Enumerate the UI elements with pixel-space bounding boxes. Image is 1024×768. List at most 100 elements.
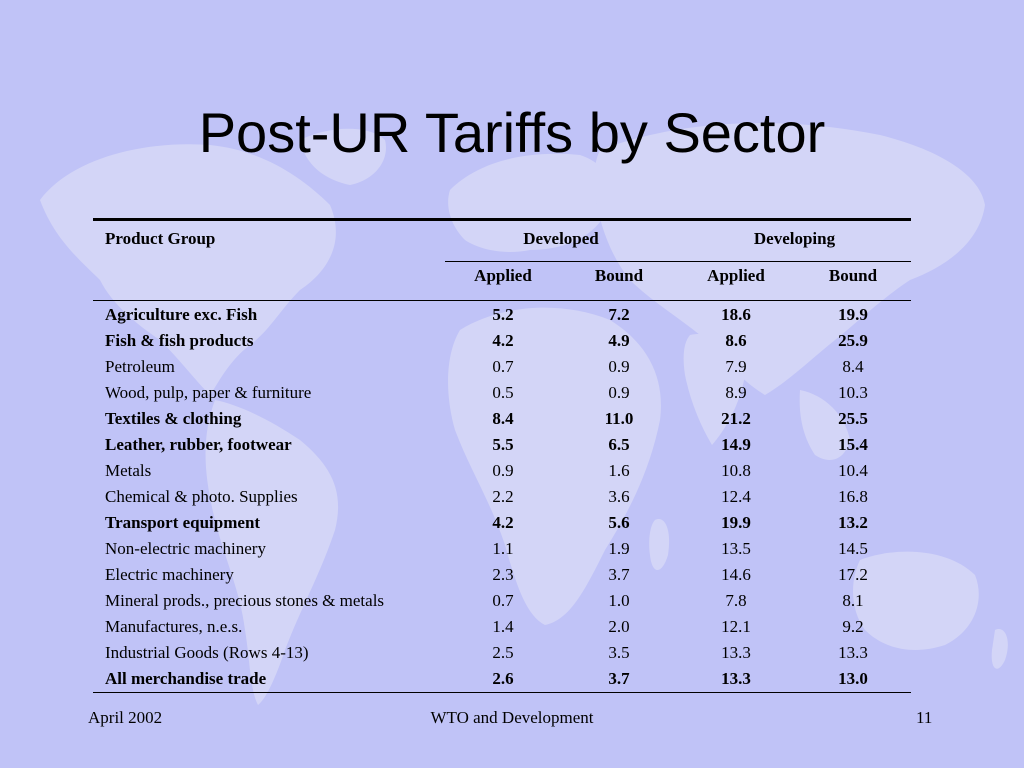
table-row: All merchandise trade 2.6 3.7 13.3 13.0 [93,666,911,692]
header-bottom-rule [93,300,911,301]
table-row: Electric machinery 2.3 3.7 14.6 17.2 [93,562,911,588]
row-developing-applied: 10.8 [721,461,751,480]
row-developed-bound: 1.9 [608,539,630,558]
row-product-name: Agriculture exc. Fish [105,305,258,324]
row-developed-applied: 2.5 [492,643,514,662]
row-developing-applied: 8.9 [725,383,747,402]
header-product-group: Product Group [105,229,216,248]
row-developing-bound: 10.3 [838,383,868,402]
table-row: Chemical & photo. Supplies 2.2 3.6 12.4 16.8 [93,484,911,510]
madagascar-shape [649,519,670,570]
row-product-name: Non-electric machinery [105,539,266,558]
table-row: Manufactures, n.e.s. 1.4 2.0 12.1 9.2 [93,614,911,640]
row-developing-bound: 10.4 [838,461,868,480]
table-bottom-rule [93,692,911,693]
row-developing-applied: 13.3 [721,643,751,662]
row-developed-bound: 3.7 [608,669,630,688]
row-developing-bound: 9.2 [842,617,864,636]
header-developed-bound: Bound [594,266,644,285]
row-developing-bound: 13.3 [838,643,868,662]
row-developed-bound: 1.6 [608,461,630,480]
row-developed-applied: 2.2 [492,487,514,506]
row-developing-applied: 13.5 [721,539,751,558]
row-product-name: Petroleum [105,357,175,376]
row-developed-applied: 2.6 [492,669,514,688]
row-developing-applied: 14.6 [721,565,751,584]
footer-date: April 2002 [88,708,163,727]
row-developing-bound: 14.5 [838,539,868,558]
header-developed-applied: Applied [474,266,532,285]
row-developing-bound: 19.9 [838,305,868,324]
row-product-name: Leather, rubber, footwear [105,435,292,454]
row-product-name: Mineral prods., precious stones & metals [105,591,385,610]
row-developing-bound: 15.4 [838,435,868,454]
table-row: Agriculture exc. Fish 5.2 7.2 18.6 19.9 [93,302,911,328]
row-developed-applied: 0.7 [492,357,514,376]
header-sub-rule [445,261,911,262]
row-developed-applied: 0.7 [492,591,514,610]
slide-title: Post-UR Tariffs by Sector [198,101,826,164]
row-developed-applied: 1.1 [492,539,514,558]
row-developing-applied: 18.6 [721,305,751,324]
row-product-name: Electric machinery [105,565,234,584]
row-developed-applied: 4.2 [492,513,514,532]
row-developing-bound: 8.1 [842,591,864,610]
row-developed-bound: 3.6 [608,487,630,506]
row-product-name: Fish & fish products [105,331,254,350]
row-product-name: Manufactures, n.e.s. [105,617,243,636]
row-developed-applied: 5.2 [492,305,514,324]
africa-shape [448,307,661,625]
row-product-name: Wood, pulp, paper & furniture [105,383,312,402]
row-developing-applied: 7.9 [725,357,747,376]
row-developed-applied: 0.9 [492,461,514,480]
row-developed-bound: 3.5 [608,643,630,662]
row-developed-applied: 1.4 [492,617,514,636]
row-developed-bound: 0.9 [608,357,630,376]
table-row: Leather, rubber, footwear 5.5 6.5 14.9 15.4 [93,432,911,458]
row-developed-bound: 6.5 [608,435,630,454]
table-row: Industrial Goods (Rows 4-13) 2.5 3.5 13.3 13… [93,640,911,666]
header-developing: Developing [753,229,836,248]
india-shape [683,334,745,445]
header-developing-applied: Applied [707,266,765,285]
table-row: Fish & fish products 4.2 4.9 8.6 25.9 [93,328,911,354]
north-america-shape [40,144,336,395]
table-top-rule [93,218,911,221]
table-body: Agriculture exc. Fish 5.2 7.2 18.6 19.9 Fish … [93,301,911,692]
row-developed-bound: 3.7 [608,565,630,584]
row-developed-applied: 0.5 [492,383,514,402]
row-developing-bound: 17.2 [838,565,868,584]
header-developing-bound: Bound [828,266,878,285]
row-developing-applied: 12.1 [721,617,751,636]
row-developing-applied: 12.4 [721,487,751,506]
table-row: Wood, pulp, paper & furniture 0.5 0.9 8.9 10… [93,380,911,406]
table-row: Petroleum 0.7 0.9 7.9 8.4 [93,354,911,380]
table-row: Metals 0.9 1.6 10.8 10.4 [93,458,911,484]
row-product-name: Textiles & clothing [105,409,242,428]
row-developing-bound: 8.4 [842,357,864,376]
row-developed-bound: 2.0 [608,617,630,636]
greenland-shape [300,128,386,185]
australia-shape [853,551,979,650]
row-developing-applied: 19.9 [721,513,751,532]
europe-shape [448,153,612,252]
row-developed-bound: 1.0 [608,591,630,610]
asia-shape [594,123,985,395]
table-row: Non-electric machinery 1.1 1.9 13.5 14.5 [93,536,911,562]
row-developing-bound: 13.0 [838,669,868,688]
row-developing-bound: 25.5 [838,409,868,428]
row-developed-applied: 5.5 [492,435,514,454]
row-developing-applied: 7.8 [725,591,747,610]
table-row: Textiles & clothing 8.4 11.0 21.2 25.5 [93,406,911,432]
row-developing-bound: 16.8 [838,487,868,506]
tariff-table: Product Group Developed Developing Appli… [93,218,911,693]
row-product-name: All merchandise trade [105,669,267,688]
row-developed-applied: 4.2 [492,331,514,350]
row-developed-bound: 0.9 [608,383,630,402]
footer-page-number: 11 [916,708,933,727]
table-row: Mineral prods., precious stones & metals… [93,588,911,614]
row-developed-bound: 11.0 [604,409,634,428]
row-developed-bound: 4.9 [608,331,630,350]
row-developing-bound: 25.9 [838,331,868,350]
